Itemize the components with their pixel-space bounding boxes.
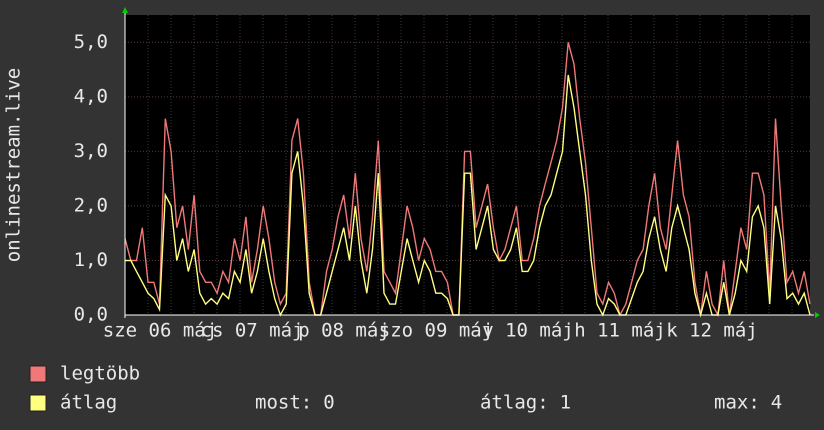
stat-label: most: bbox=[255, 392, 312, 414]
x-arrow bbox=[815, 312, 820, 318]
x-tick-label: h 11 máj bbox=[574, 320, 666, 342]
y-arrow bbox=[122, 7, 128, 13]
x-tick-label: v 10 máj bbox=[482, 320, 574, 342]
stat-value: 1 bbox=[560, 392, 571, 414]
y-tick-label: 2,0 bbox=[74, 194, 108, 216]
x-tick-label: szo 09 máj bbox=[379, 320, 493, 342]
x-tick-label: sze 06 máj bbox=[103, 320, 217, 342]
x-tick-label: k 12 máj bbox=[666, 320, 758, 342]
y-axis-label: onlinestream.live bbox=[3, 68, 25, 262]
stat-value: 0 bbox=[323, 392, 334, 414]
x-tick-label: cs 07 máj bbox=[201, 320, 304, 342]
legend-label: legtöbb bbox=[60, 363, 140, 385]
legend-swatch bbox=[29, 394, 47, 412]
plot-area bbox=[125, 15, 810, 315]
stat-label: átlag: bbox=[480, 392, 549, 414]
plot bbox=[124, 42, 811, 318]
legend-swatch bbox=[29, 365, 47, 383]
stat-label: max: bbox=[714, 392, 760, 414]
y-tick-label: 4,0 bbox=[74, 85, 108, 107]
y-tick-label: 0,0 bbox=[74, 304, 108, 326]
y-tick-label: 1,0 bbox=[74, 249, 108, 271]
x-tick-label: p 08 máj bbox=[298, 320, 390, 342]
y-tick-label: 5,0 bbox=[74, 31, 108, 53]
series-line bbox=[124, 42, 811, 318]
stat-value: 4 bbox=[771, 392, 782, 414]
legend-label: átlag bbox=[60, 392, 117, 414]
y-tick-label: 3,0 bbox=[74, 140, 108, 162]
series-line bbox=[125, 74, 811, 318]
